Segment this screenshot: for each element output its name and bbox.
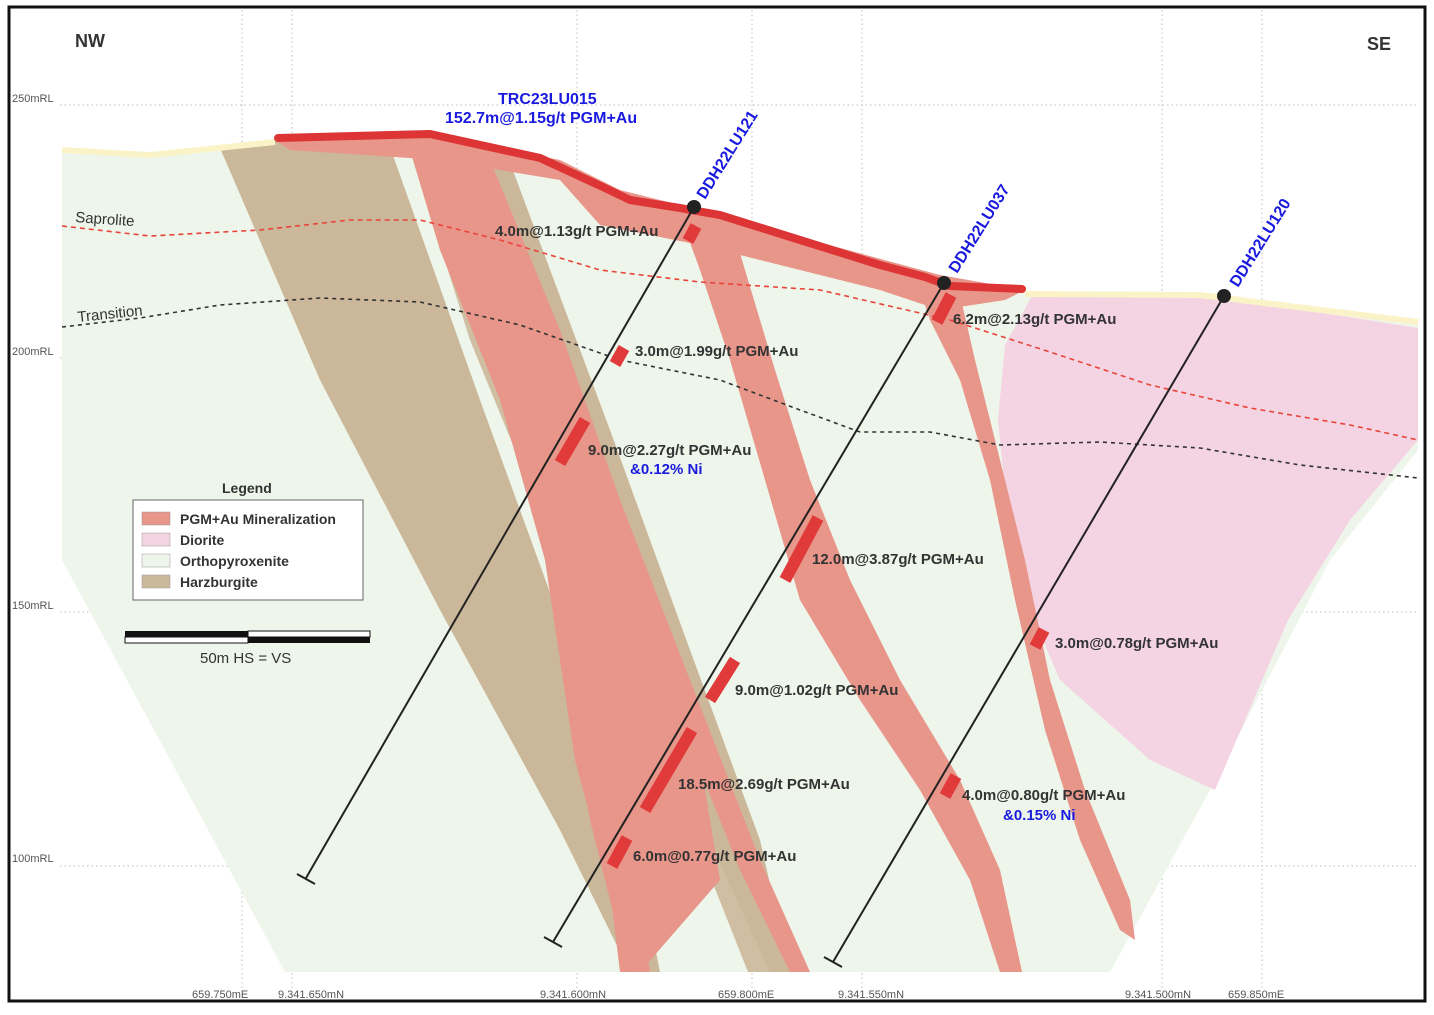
intercept-label: 12.0m@3.87g/t PGM+Au	[812, 551, 984, 568]
intercept-extra: &0.15% Ni	[1003, 807, 1076, 824]
drill-holes	[296, 206, 1225, 968]
northing-label: 9.341.550mN	[838, 989, 904, 1001]
trench-result: 152.7m@1.15g/t PGM+Au	[445, 110, 637, 127]
saprolite-boundary-line	[61, 219, 1419, 441]
hole-name-ddh22lu037: DDH22LU037	[946, 182, 1014, 276]
saprolite-label: Saprolite	[75, 209, 135, 230]
direction-nw: NW	[75, 31, 105, 51]
intercept-bar-1	[682, 223, 702, 244]
intercept-bar-7	[704, 656, 741, 704]
intercept-bar-2	[609, 345, 630, 367]
easting-label: 659.850mE	[1228, 989, 1284, 1001]
legend-item-label: Diorite	[180, 532, 225, 548]
scale-bar-label: 50m HS = VS	[200, 650, 291, 667]
easting-label: 659.800mE	[718, 989, 774, 1001]
surface-cover	[61, 139, 1419, 325]
figure-border	[7, 5, 1427, 1003]
intercept-label: 4.0m@1.13g/t PGM+Au	[495, 223, 658, 240]
rl-label-150: 150mRL	[12, 600, 54, 612]
transition-label: Transition	[77, 302, 144, 326]
rl-label-250: 250mRL	[12, 93, 54, 105]
intercept-bar-3	[554, 416, 591, 467]
legend-item-label: PGM+Au Mineralization	[180, 511, 336, 527]
intercept-bar-5	[779, 515, 824, 583]
legend-item-label: Orthopyroxenite	[180, 553, 289, 569]
northing-label: 9.341.500mN	[1125, 989, 1191, 1001]
intercept-label: 3.0m@0.78g/t PGM+Au	[1055, 635, 1218, 652]
intercept-label: 18.5m@2.69g/t PGM+Au	[678, 776, 850, 793]
northing-label: 9.341.600mN	[540, 989, 606, 1001]
intercept-label: 3.0m@1.99g/t PGM+Au	[635, 343, 798, 360]
collar-ddh22lu120	[1217, 289, 1231, 303]
legend-swatch-mineralization	[141, 511, 171, 526]
intercept-bar-6	[1029, 627, 1050, 650]
hole-name-ddh22lu120: DDH22LU120	[1227, 196, 1295, 290]
intercept-bar-9	[939, 773, 962, 799]
intercept-bars	[554, 223, 1050, 869]
rl-label-100: 100mRL	[12, 853, 54, 865]
intercept-label: 6.0m@0.77g/t PGM+Au	[633, 848, 796, 865]
direction-se: SE	[1367, 34, 1391, 54]
intercept-label: 4.0m@0.80g/t PGM+Au	[962, 787, 1125, 804]
legend: Legend PGM+Au Mineralization Diorite Ort…	[132, 480, 364, 601]
intercept-bar-4	[931, 292, 957, 325]
intercept-label: 9.0m@1.02g/t PGM+Au	[735, 682, 898, 699]
scale-bar: 50m HS = VS	[124, 630, 371, 667]
intercept-bar-10	[606, 835, 633, 869]
legend-swatch-harzburgite	[141, 574, 171, 589]
legend-swatch-orthopyroxenite	[141, 553, 171, 568]
rl-label-200: 200mRL	[12, 346, 54, 358]
intercept-label: 9.0m@2.27g/t PGM+Au	[588, 442, 751, 459]
trench-trc23lu015	[274, 129, 1026, 293]
diorite-unit	[998, 296, 1418, 790]
northing-label: 9.341.650mN	[278, 989, 344, 1001]
legend-title: Legend	[222, 480, 272, 496]
intercept-extra: &0.12% Ni	[630, 461, 703, 478]
intercept-bar-8	[639, 726, 698, 814]
collar-ddh22lu121	[687, 200, 701, 214]
transition-boundary-line	[61, 297, 1419, 479]
legend-item-label: Harzburgite	[180, 574, 258, 590]
legend-swatch-diorite	[141, 532, 171, 547]
collar-ddh22lu037	[937, 276, 951, 290]
trench-name: TRC23LU015	[498, 91, 597, 108]
intercept-label: 6.2m@2.13g/t PGM+Au	[953, 311, 1116, 328]
easting-label: 659.750mE	[192, 989, 248, 1001]
